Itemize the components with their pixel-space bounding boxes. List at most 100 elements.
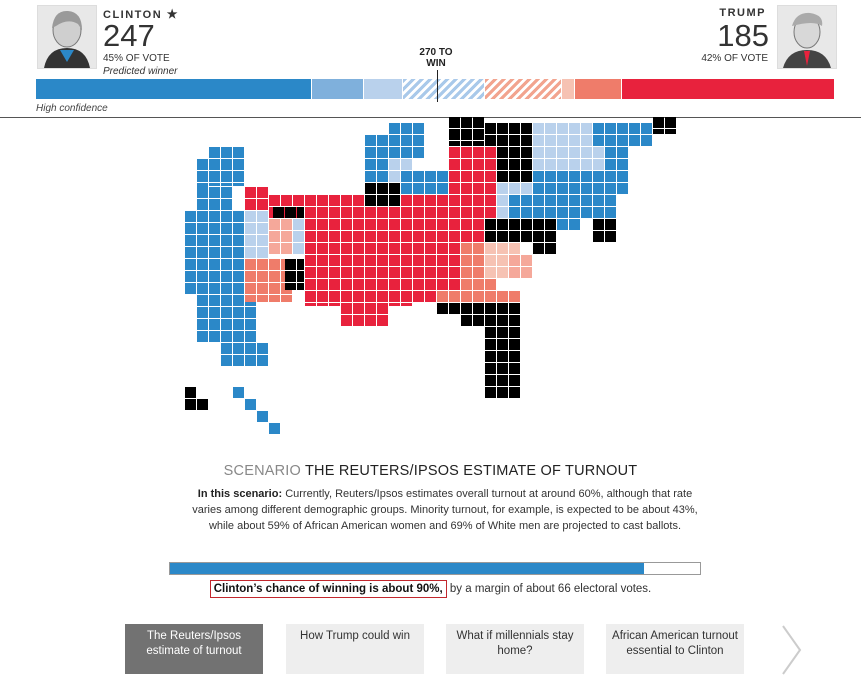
map-tile [509,147,520,158]
map-tile [605,231,616,242]
map-tile [401,255,412,266]
card-millennials[interactable]: What if millennials stay home? [446,624,584,674]
map-tile [473,207,484,218]
chance-margin: by a margin of about 66 electoral votes. [446,583,652,595]
map-tile [233,331,244,342]
map-tile [533,171,544,182]
map-tile [521,135,532,146]
map-tile [389,171,400,182]
map-tile [509,219,520,230]
map-tile [497,375,508,386]
map-tile [449,267,460,278]
chevron-right-icon[interactable] [780,624,804,676]
map-tile [245,187,256,198]
map-tile [473,279,484,290]
map-tile [437,267,448,278]
map-tile [413,171,424,182]
map-tile [365,279,376,290]
map-tile [509,183,520,194]
map-tile [353,231,364,242]
map-tile [497,387,508,398]
map-tile [317,243,328,254]
map-tile [557,159,568,170]
map-tile [461,141,472,146]
map-tile [365,171,376,182]
map-tile [341,243,352,254]
map-tile [297,283,304,290]
map-tile [329,291,340,302]
map-tile [533,147,544,158]
map-tile [221,247,232,258]
map-tile [437,207,448,218]
map-tile [425,171,436,182]
map-tile [305,207,316,218]
card-trump-win[interactable]: How Trump could win [286,624,424,674]
map-tile [297,259,304,270]
map-tile [233,159,244,170]
map-tile [509,195,520,206]
map-tile [365,243,376,254]
map-tile [413,183,424,194]
map-tile [233,387,244,398]
map-tile [377,231,388,242]
map-tile [509,171,520,182]
map-tile [449,255,460,266]
map-tile [221,183,232,186]
map-tile [449,117,460,128]
scenario-lead: In this scenario: [197,488,283,500]
map-tile [185,387,196,398]
map-tile [509,315,520,326]
map-tile [389,147,400,158]
map-tile [245,307,256,318]
map-tile [245,355,256,366]
map-tile [365,183,376,194]
map-tile [233,283,244,294]
card-reuters-ipsos[interactable]: The Reuters/Ipsos estimate of turnout [125,624,263,674]
map-tile [377,195,388,206]
map-tile [473,243,484,254]
map-tile [485,327,496,338]
map-tile [209,259,220,270]
map-tile [353,315,364,326]
map-tile [557,123,568,134]
map-tile [437,219,448,230]
map-tile [221,295,232,306]
map-tile [365,159,376,170]
map-tile [377,183,388,194]
map-tile [521,195,532,206]
map-tile [521,147,532,158]
map-tile [509,255,520,266]
map-tile [365,267,376,278]
threshold-marker [437,70,438,102]
map-tile [437,243,448,254]
scenario-body: Currently, Reuters/Ipsos estimates overa… [192,488,698,532]
map-tile [485,159,496,170]
map-tile [533,135,544,146]
map-tile [197,211,208,222]
win-probability-bar [169,562,701,575]
map-tile [485,351,496,362]
map-tile [245,211,256,222]
map-tile [461,129,472,140]
card-african-american-turnout[interactable]: African American turnout essential to Cl… [606,624,744,674]
map-tile [497,243,508,254]
map-tile [185,283,196,294]
map-tile [401,123,412,134]
map-tile [353,207,364,218]
map-tile [389,159,400,170]
map-tile [437,279,448,290]
map-tile [581,159,592,170]
map-tile [629,135,640,146]
clinton-name: CLINTON ★ [103,7,180,21]
map-tile [605,219,616,230]
map-tile [297,207,304,218]
trump-name: TRUMP [719,7,766,19]
map-tile [497,255,508,266]
map-tile [245,223,256,234]
map-tile [473,159,484,170]
map-tile [233,223,244,234]
map-tile [245,331,256,342]
map-tile [545,231,556,242]
map-tile [377,159,388,170]
map-tile [317,267,328,278]
